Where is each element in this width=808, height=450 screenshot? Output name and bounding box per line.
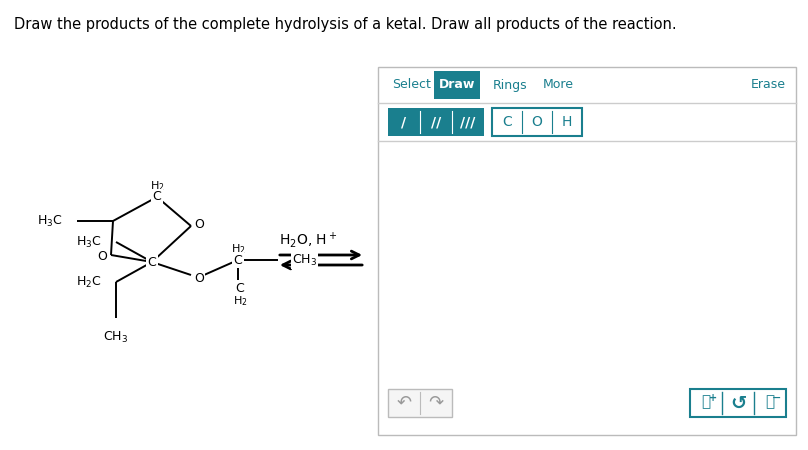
Bar	[378, 67, 796, 435]
Text: C: C	[148, 256, 157, 269]
Text: ↶: ↶	[397, 394, 411, 412]
Text: +: +	[709, 393, 717, 403]
Bar	[492, 108, 582, 136]
Text: H$_3$C: H$_3$C	[37, 213, 63, 229]
Text: C: C	[502, 115, 512, 129]
Text: H$_2$: H$_2$	[149, 179, 164, 193]
Text: H$_3$C: H$_3$C	[77, 234, 102, 250]
Text: 🔍: 🔍	[765, 395, 775, 410]
Text: C: C	[234, 253, 242, 266]
Bar	[388, 108, 484, 136]
Text: H$_2$: H$_2$	[231, 242, 246, 256]
Text: O: O	[532, 115, 542, 129]
Bar	[388, 389, 452, 417]
Text: Rings: Rings	[493, 78, 528, 91]
Bar	[434, 71, 480, 99]
Text: More: More	[543, 78, 574, 91]
Text: H$_2$C: H$_2$C	[77, 274, 102, 289]
Text: 🔍: 🔍	[701, 395, 710, 410]
Text: /: /	[402, 115, 406, 129]
Text: ↷: ↷	[428, 394, 444, 412]
Bar	[690, 389, 786, 417]
Text: CH$_3$: CH$_3$	[292, 252, 317, 268]
Text: ///: ///	[461, 115, 476, 129]
Text: Draw: Draw	[439, 78, 475, 91]
Text: O: O	[194, 273, 204, 285]
Text: O: O	[194, 219, 204, 231]
Text: ↺: ↺	[730, 393, 746, 413]
Text: Draw the products of the complete hydrolysis of a ketal. Draw all products of th: Draw the products of the complete hydrol…	[14, 17, 676, 32]
Text: C: C	[236, 282, 244, 294]
Text: H$_2$O, H$^+$: H$_2$O, H$^+$	[279, 230, 337, 250]
Text: Erase: Erase	[751, 78, 786, 91]
Text: Select: Select	[392, 78, 431, 91]
Text: //: //	[431, 115, 441, 129]
Text: C: C	[153, 190, 162, 203]
Text: −: −	[772, 393, 781, 403]
Text: O: O	[97, 251, 107, 264]
Text: H$_2$: H$_2$	[233, 294, 247, 308]
Text: H: H	[562, 115, 572, 129]
Text: CH$_3$: CH$_3$	[103, 330, 128, 345]
